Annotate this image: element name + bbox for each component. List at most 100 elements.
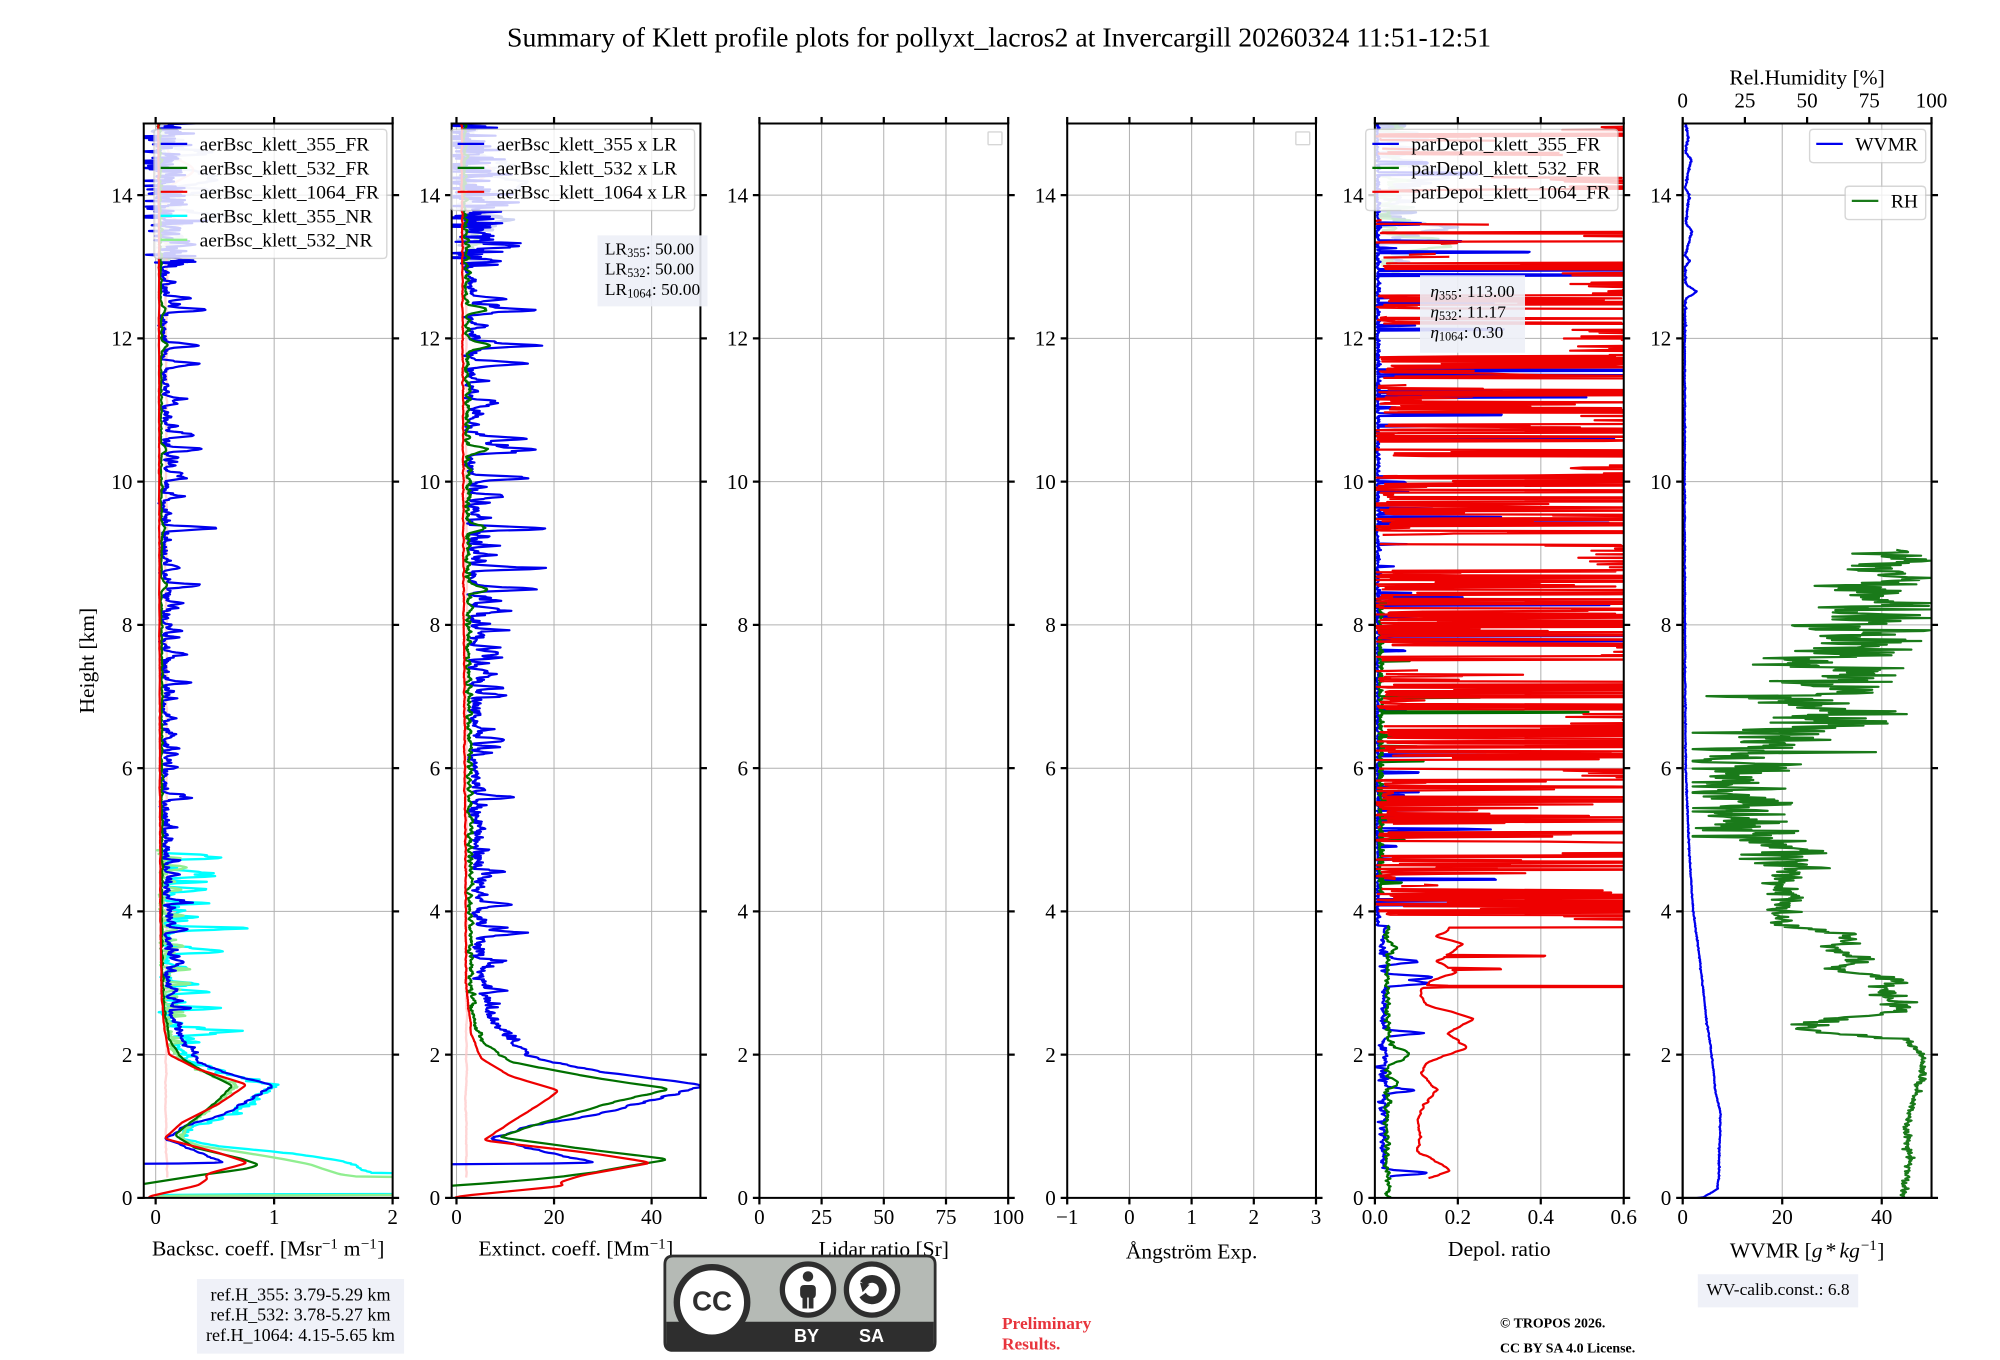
svg-text:aerBsc_klett_532_NR: aerBsc_klett_532_NR bbox=[200, 231, 373, 252]
svg-text:4: 4 bbox=[737, 900, 748, 924]
svg-text:SA: SA bbox=[859, 1326, 884, 1346]
svg-text:1: 1 bbox=[1186, 1205, 1197, 1229]
svg-text:20: 20 bbox=[1772, 1205, 1793, 1229]
svg-text:6: 6 bbox=[1661, 756, 1672, 780]
svg-text:W V M R: W V M R [ * ] g k g − 1 bbox=[1730, 1230, 1890, 1262]
svg-text:100: 100 bbox=[992, 1205, 1024, 1229]
svg-text:14: 14 bbox=[419, 183, 441, 207]
svg-text:0: 0 bbox=[1677, 1205, 1688, 1229]
svg-text:0: 0 bbox=[754, 1205, 765, 1229]
svg-text:parDepol_klett_355_FR: parDepol_klett_355_FR bbox=[1411, 135, 1600, 156]
svg-text:L R :: L R : 5 0 . 0 0 5 3 2 bbox=[605, 255, 700, 282]
svg-text:12: 12 bbox=[1342, 327, 1363, 351]
svg-text:η 1 0 6: η 1 0 6 4 : 0 . 3 0 bbox=[1430, 318, 1503, 345]
svg-text:2: 2 bbox=[1249, 1205, 1260, 1229]
svg-text:14: 14 bbox=[1650, 183, 1672, 207]
svg-text:aerBsc_klett_1064 x LR: aerBsc_klett_1064 x LR bbox=[497, 183, 687, 204]
svg-text:12: 12 bbox=[727, 327, 748, 351]
svg-text:10: 10 bbox=[111, 470, 132, 494]
svg-text:0: 0 bbox=[1677, 89, 1688, 113]
svg-text:10: 10 bbox=[419, 470, 440, 494]
svg-text:4: 4 bbox=[430, 900, 441, 924]
svg-text:0: 0 bbox=[1124, 1205, 1135, 1229]
svg-text:4: 4 bbox=[1353, 900, 1364, 924]
svg-text:0: 0 bbox=[430, 1186, 441, 1210]
svg-text:0.0: 0.0 bbox=[1362, 1205, 1388, 1229]
svg-text:η 5 3 2: η 5 3 2 : 1 1 . 1 7 bbox=[1430, 297, 1506, 324]
svg-text:10: 10 bbox=[727, 470, 748, 494]
svg-text:12: 12 bbox=[1035, 327, 1056, 351]
svg-text:aerBsc_klett_355 x LR: aerBsc_klett_355 x LR bbox=[497, 135, 677, 156]
svg-text:8: 8 bbox=[1045, 613, 1056, 637]
svg-text:B a c k: B a c k s c . c o e f f . [ M s r m ] − bbox=[152, 1229, 390, 1261]
svg-text:0.6: 0.6 bbox=[1611, 1205, 1637, 1229]
svg-text:40: 40 bbox=[641, 1205, 662, 1229]
svg-text:2: 2 bbox=[387, 1205, 398, 1229]
svg-text:WVMR: WVMR bbox=[1855, 135, 1918, 156]
svg-text:© TROPOS 2026.: © TROPOS 2026. bbox=[1500, 1317, 1605, 1332]
svg-text:0: 0 bbox=[150, 1205, 161, 1229]
svg-text:Summary of Klett profile plots: Summary of Klett profile plots for polly… bbox=[507, 23, 1491, 54]
svg-text:6: 6 bbox=[1353, 756, 1364, 780]
svg-text:14: 14 bbox=[727, 183, 749, 207]
svg-text:6: 6 bbox=[737, 756, 748, 780]
svg-text:aerBsc_klett_532 x LR: aerBsc_klett_532 x LR bbox=[497, 159, 677, 180]
svg-text:12: 12 bbox=[419, 327, 440, 351]
svg-text:Depol. ratio: Depol. ratio bbox=[1448, 1237, 1551, 1261]
svg-text:ref.H_355: 3.79-5.29 km: ref.H_355: 3.79-5.29 km bbox=[211, 1285, 391, 1305]
svg-text:10: 10 bbox=[1342, 470, 1363, 494]
svg-text:40: 40 bbox=[1871, 1205, 1892, 1229]
svg-text:8: 8 bbox=[430, 613, 441, 637]
svg-text:Results.: Results. bbox=[1002, 1335, 1060, 1354]
svg-text:L R :: L R : 5 0 . 0 0 3 5 5 bbox=[605, 234, 700, 261]
svg-text:4: 4 bbox=[122, 900, 133, 924]
svg-text:2: 2 bbox=[122, 1043, 133, 1067]
svg-text:WV-calib.const.: 6.8: WV-calib.const.: 6.8 bbox=[1706, 1280, 1849, 1299]
svg-text:ref.H_532: 3.78-5.27 km: ref.H_532: 3.78-5.27 km bbox=[211, 1305, 391, 1325]
svg-text:0: 0 bbox=[451, 1205, 462, 1229]
svg-text:75: 75 bbox=[1859, 89, 1880, 113]
svg-text:L R :: L R : 5 0 . 0 0 1 0 6 4 bbox=[605, 275, 706, 302]
svg-text:2: 2 bbox=[1045, 1043, 1056, 1067]
svg-text:12: 12 bbox=[1650, 327, 1671, 351]
svg-text:−1: −1 bbox=[1056, 1205, 1078, 1229]
svg-text:CC BY SA 4.0 License.: CC BY SA 4.0 License. bbox=[1500, 1341, 1635, 1356]
svg-text:8: 8 bbox=[1353, 613, 1364, 637]
svg-text:0.4: 0.4 bbox=[1528, 1205, 1555, 1229]
svg-text:aerBsc_klett_532_FR: aerBsc_klett_532_FR bbox=[200, 159, 370, 180]
svg-text:12: 12 bbox=[111, 327, 132, 351]
svg-text:6: 6 bbox=[1045, 756, 1056, 780]
svg-text:14: 14 bbox=[1035, 183, 1057, 207]
svg-text:Rel.Humidity [%]: Rel.Humidity [%] bbox=[1729, 66, 1884, 90]
svg-text:0: 0 bbox=[1045, 1186, 1056, 1210]
svg-text:100: 100 bbox=[1916, 89, 1948, 113]
svg-text:Preliminary: Preliminary bbox=[1002, 1314, 1092, 1333]
svg-text:6: 6 bbox=[430, 756, 441, 780]
svg-text:10: 10 bbox=[1035, 470, 1056, 494]
svg-text:1: 1 bbox=[269, 1205, 280, 1229]
svg-text:8: 8 bbox=[122, 613, 133, 637]
svg-text:50: 50 bbox=[1797, 89, 1818, 113]
svg-text:14: 14 bbox=[1342, 183, 1364, 207]
svg-text:aerBsc_klett_355_NR: aerBsc_klett_355_NR bbox=[200, 207, 373, 228]
svg-text:parDepol_klett_1064_FR: parDepol_klett_1064_FR bbox=[1411, 183, 1610, 204]
svg-text:25: 25 bbox=[811, 1205, 832, 1229]
svg-text:aerBsc_klett_355_FR: aerBsc_klett_355_FR bbox=[200, 135, 370, 156]
svg-text:0: 0 bbox=[1353, 1186, 1364, 1210]
svg-text:RH: RH bbox=[1891, 192, 1918, 213]
svg-text:4: 4 bbox=[1661, 900, 1672, 924]
svg-text:Height [km]: Height [km] bbox=[75, 608, 99, 714]
svg-text:3: 3 bbox=[1311, 1205, 1322, 1229]
svg-text:2: 2 bbox=[1661, 1043, 1672, 1067]
svg-text:η 3 5 5: η 3 5 5 : 1 1 3 . 0 0 bbox=[1430, 277, 1514, 304]
svg-text:6: 6 bbox=[122, 756, 133, 780]
svg-text:10: 10 bbox=[1650, 470, 1671, 494]
svg-text:CC: CC bbox=[692, 1286, 732, 1317]
svg-text:75: 75 bbox=[935, 1205, 956, 1229]
svg-text:0: 0 bbox=[1661, 1186, 1672, 1210]
svg-text:25: 25 bbox=[1734, 89, 1755, 113]
svg-text:50: 50 bbox=[873, 1205, 894, 1229]
svg-text:20: 20 bbox=[543, 1205, 564, 1229]
svg-text:8: 8 bbox=[737, 613, 748, 637]
svg-text:0: 0 bbox=[122, 1186, 133, 1210]
